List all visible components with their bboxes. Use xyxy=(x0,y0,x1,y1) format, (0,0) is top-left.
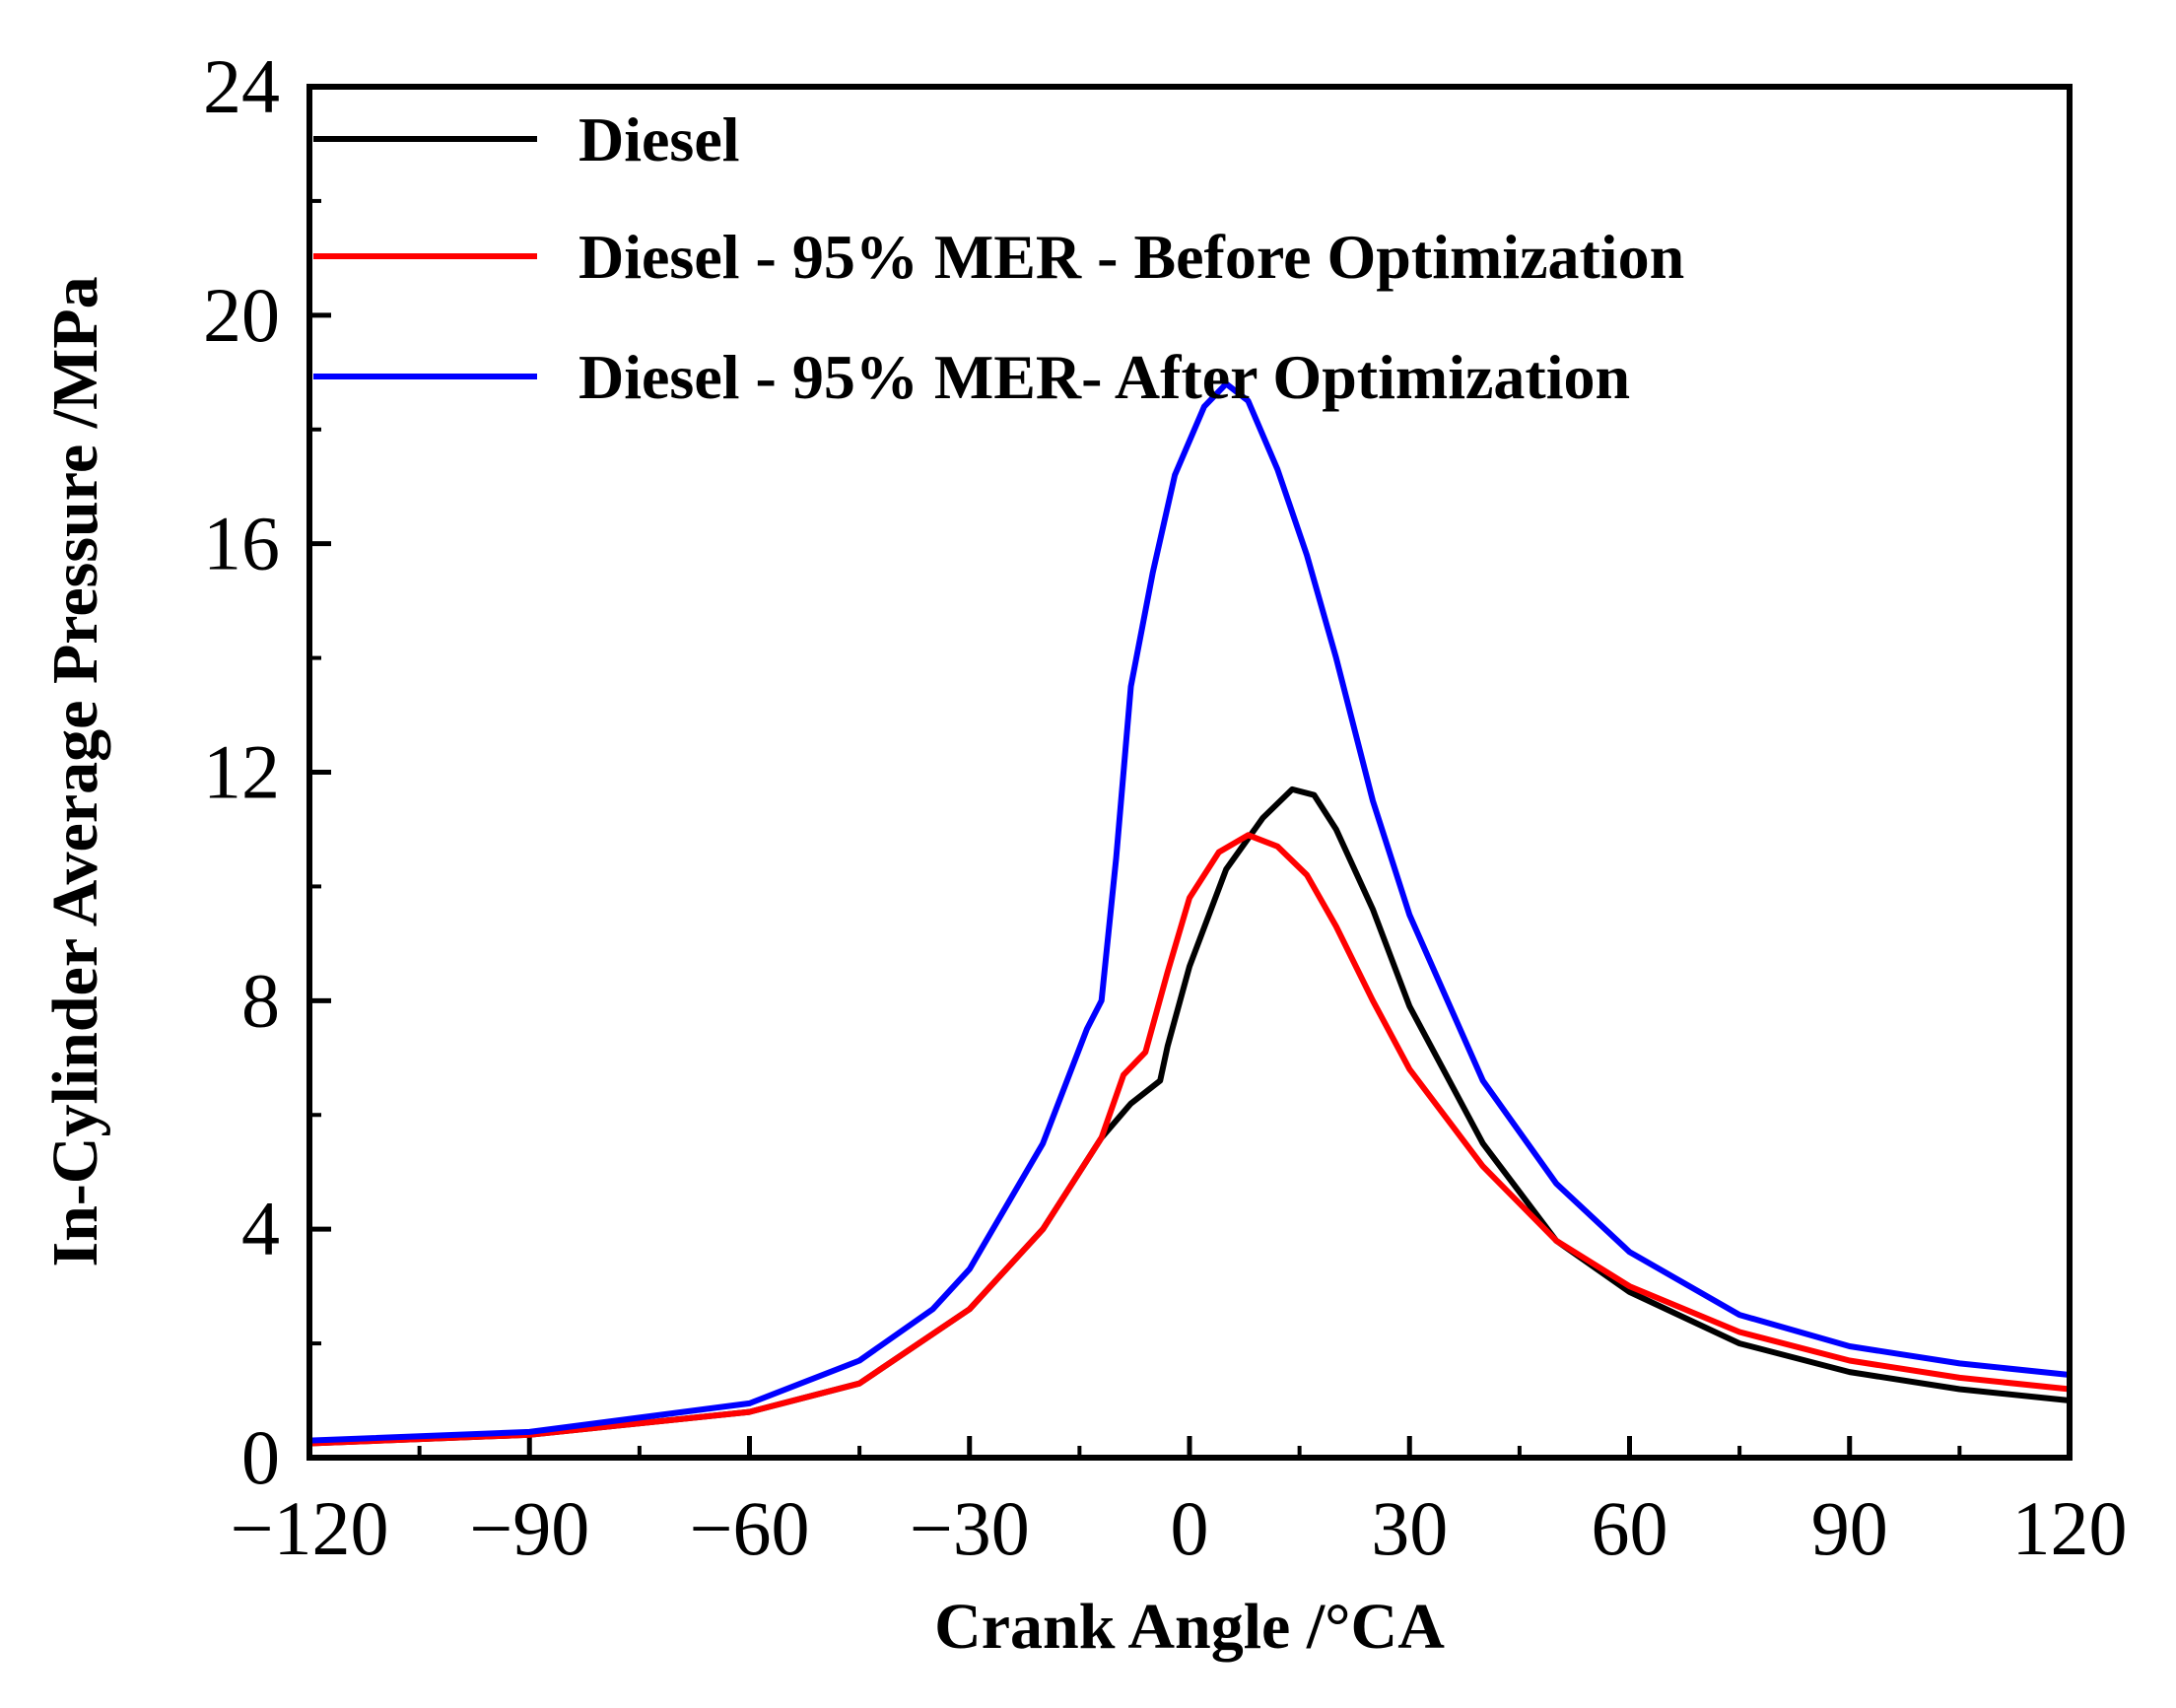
y-tick-label: 8 xyxy=(241,957,280,1043)
x-tick-label: 120 xyxy=(2012,1485,2128,1571)
plot-frame xyxy=(306,84,2073,1461)
series-lines xyxy=(308,380,2071,1447)
x-tick-label: 30 xyxy=(1371,1485,1448,1571)
y-tick-label: 4 xyxy=(241,1186,280,1271)
legend-label-2: Diesel - 95% MER- After Optimization xyxy=(578,342,1630,412)
x-tick-label: −90 xyxy=(469,1485,589,1571)
legend-label-1: Diesel - 95% MER - Before Optimization xyxy=(578,222,1684,292)
x-axis-label: Crank Angle /°CA xyxy=(934,1591,1445,1663)
x-tick-label: −120 xyxy=(231,1485,389,1571)
y-tick-label: 20 xyxy=(203,272,280,358)
x-tick-label: 60 xyxy=(1592,1485,1668,1571)
x-tick-label: 90 xyxy=(1811,1485,1888,1571)
y-tick-label: 0 xyxy=(241,1414,280,1500)
y-axis-label: In-Cylinder Average Pressure /MPa xyxy=(39,276,111,1266)
series-line-2 xyxy=(308,380,2071,1444)
series-line-0 xyxy=(308,786,2071,1447)
x-tick-label: −30 xyxy=(910,1485,1030,1571)
series-line-1 xyxy=(308,832,2071,1447)
legend: Diesel Diesel - 95% MER - Before Optimiza… xyxy=(313,104,1684,412)
x-tick-label: 0 xyxy=(1171,1485,1209,1571)
ticks: −120 −90 −60 −30 0 30 60 90 120 0 4 8 12 16 20 24 xyxy=(203,43,2128,1571)
y-tick-label: 16 xyxy=(203,501,280,586)
y-tick-label: 12 xyxy=(203,729,280,815)
y-tick-label: 24 xyxy=(203,43,280,129)
x-tick-label: −60 xyxy=(690,1485,810,1571)
legend-label-0: Diesel xyxy=(578,104,740,174)
